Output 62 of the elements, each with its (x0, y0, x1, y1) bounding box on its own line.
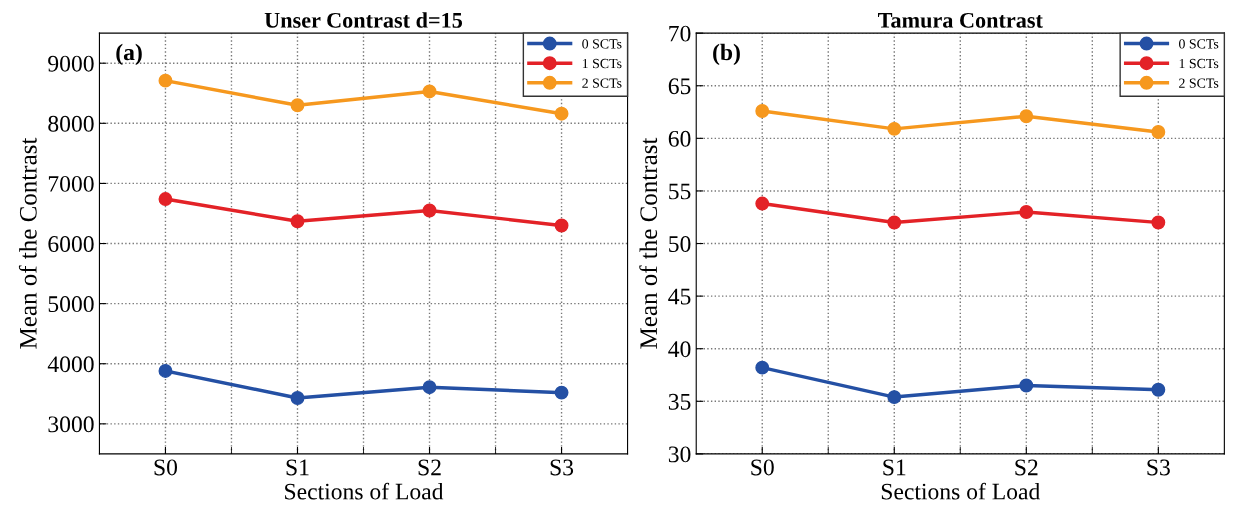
point (1019, 109, 1034, 124)
legend-label: 1 SCTs (1179, 58, 1219, 69)
y-tick-label: 9000 (48, 55, 94, 72)
x-tick-label: S1 (883, 459, 906, 476)
point (422, 380, 437, 395)
y-tick-label: 30 (668, 446, 691, 463)
chart-title: Unser Contrast d=15 (264, 12, 463, 28)
y-axis-title: Mean of the Contrast (639, 137, 658, 349)
x-tick-label: S1 (286, 459, 309, 476)
legend-label: 0 SCTs (1179, 39, 1219, 49)
x-tick-label: S3 (550, 459, 574, 476)
point (1151, 125, 1166, 139)
point (554, 385, 569, 400)
y-tick-label: 45 (668, 288, 691, 305)
y-tick-label: 40 (668, 341, 691, 358)
point (887, 390, 902, 405)
legend-label: 2 SCTs (1179, 78, 1219, 88)
x-tick-label: S3 (1147, 459, 1170, 476)
y-tick-label: 65 (668, 78, 691, 95)
y-tick-label: 60 (668, 130, 691, 147)
x-tick-label: S0 (154, 459, 178, 476)
point (1151, 215, 1166, 230)
point (422, 203, 437, 218)
point (887, 121, 902, 136)
x-tick-label: S0 (751, 459, 774, 476)
point (1151, 382, 1166, 397)
x-tick-label: S2 (418, 459, 441, 476)
legend-label: 2 SCTs (582, 78, 622, 88)
point (158, 192, 173, 206)
annotation: (b) (713, 43, 740, 66)
y-tick-label: 55 (669, 183, 691, 200)
y-axis-title: Mean of the Contrast (18, 137, 37, 349)
point (422, 84, 437, 99)
legend-label: 0 SCTs (582, 39, 622, 49)
chart-title: Tamura Contrast (878, 12, 1043, 28)
point (158, 364, 173, 378)
point (887, 215, 902, 230)
annotation: (a) (116, 43, 142, 66)
point (554, 106, 569, 121)
x-tick-label: S2 (1015, 459, 1038, 476)
point (290, 214, 305, 229)
y-tick-label: 3000 (48, 416, 94, 433)
x-axis-title: Sections of Load (285, 482, 444, 500)
point (1019, 205, 1034, 219)
point (290, 98, 305, 113)
y-tick-label: 35 (668, 393, 691, 410)
y-tick-label: 5000 (48, 296, 94, 313)
legend-label: 1 SCTs (582, 58, 622, 69)
y-tick-label: 50 (669, 236, 691, 252)
point (1019, 378, 1034, 393)
point (290, 391, 305, 405)
point (158, 73, 173, 88)
y-tick-label: 6000 (48, 236, 94, 252)
point (755, 104, 770, 118)
y-tick-label: 7000 (48, 175, 94, 192)
y-tick-label: 8000 (48, 115, 94, 132)
point (755, 196, 770, 211)
y-tick-label: 70 (669, 25, 691, 42)
y-tick-label: 4000 (47, 356, 94, 373)
x-axis-title: Sections of Load (881, 482, 1040, 500)
point (554, 218, 569, 233)
point (755, 360, 770, 375)
